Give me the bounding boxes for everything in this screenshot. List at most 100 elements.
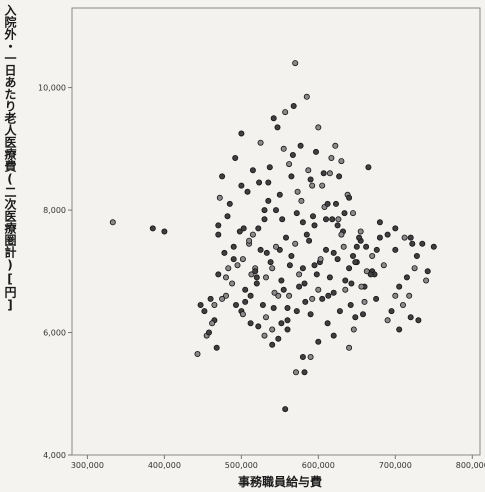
data-point: [216, 194, 223, 201]
data-point: [149, 225, 156, 232]
x-axis-title: 事務職員給与費: [237, 475, 322, 489]
data-point: [221, 249, 228, 256]
data-point: [303, 93, 310, 100]
data-point: [278, 277, 285, 284]
data-point: [256, 179, 263, 186]
data-point: [296, 271, 303, 278]
data-point: [309, 182, 316, 189]
data-point: [335, 216, 342, 223]
data-point: [317, 256, 324, 263]
data-point: [270, 304, 277, 311]
data-point: [324, 320, 331, 327]
data-point: [269, 265, 276, 272]
y-tick-label: 8,000: [43, 206, 66, 215]
data-point: [356, 234, 363, 241]
data-point: [346, 344, 353, 351]
data-point: [248, 271, 255, 278]
data-point: [396, 283, 403, 290]
data-point: [299, 353, 306, 360]
plot-area: [71, 7, 481, 456]
data-point: [272, 207, 279, 214]
data-point: [222, 274, 229, 281]
data-point: [349, 252, 356, 259]
data-point: [275, 292, 282, 299]
data-point: [413, 252, 420, 259]
data-point: [215, 271, 222, 278]
data-point: [298, 197, 305, 204]
data-point: [240, 225, 247, 232]
data-point: [261, 216, 268, 223]
data-point: [330, 332, 337, 339]
data-point: [338, 158, 345, 165]
data-point: [376, 234, 383, 241]
data-point: [230, 243, 237, 250]
y-axis-title: 入院外・一日あたり老人医療費(二次医療圏計)[円]: [3, 4, 17, 312]
data-point: [279, 216, 286, 223]
data-point: [263, 249, 270, 256]
data-point: [253, 280, 260, 287]
data-point: [234, 262, 241, 269]
data-point: [290, 103, 297, 110]
data-point: [423, 277, 430, 284]
data-point: [312, 148, 319, 155]
data-point: [330, 249, 337, 256]
data-point: [302, 298, 309, 305]
data-point: [349, 210, 356, 217]
data-point: [346, 194, 353, 201]
data-point: [301, 369, 308, 376]
data-point: [239, 311, 246, 318]
data-point: [276, 191, 283, 198]
data-point: [392, 246, 399, 253]
data-point: [239, 256, 246, 263]
data-point: [311, 222, 318, 229]
data-point: [201, 308, 208, 315]
data-point: [350, 326, 357, 333]
data-point: [262, 314, 269, 321]
data-point: [205, 329, 212, 336]
data-point: [373, 246, 380, 253]
data-point: [332, 142, 339, 149]
data-point: [358, 283, 365, 290]
data-point: [229, 280, 236, 287]
data-point: [341, 210, 348, 217]
data-point: [299, 265, 306, 272]
data-point: [336, 308, 343, 315]
data-point: [315, 286, 322, 293]
data-point: [226, 200, 233, 207]
data-point: [286, 262, 293, 269]
data-point: [330, 289, 337, 296]
data-point: [329, 216, 336, 223]
data-point: [365, 164, 372, 171]
data-point: [396, 326, 403, 333]
data-point: [399, 301, 406, 308]
data-point: [282, 234, 289, 241]
data-point: [286, 161, 293, 168]
data-point: [384, 317, 391, 324]
data-point: [222, 292, 229, 299]
data-point: [369, 252, 376, 259]
data-point: [109, 219, 116, 226]
data-point: [338, 231, 345, 238]
data-point: [282, 406, 289, 413]
data-point: [292, 60, 299, 67]
data-point: [284, 326, 291, 333]
data-point: [293, 210, 300, 217]
data-point: [282, 109, 289, 116]
data-point: [353, 243, 360, 250]
data-point: [297, 142, 304, 149]
data-point: [380, 262, 387, 269]
data-point: [215, 231, 222, 238]
data-point: [232, 301, 239, 308]
data-point: [247, 292, 254, 299]
data-point: [306, 237, 313, 244]
data-point: [292, 240, 299, 247]
data-point: [392, 292, 399, 299]
data-point: [313, 271, 320, 278]
data-point: [269, 341, 276, 348]
data-point: [388, 308, 395, 315]
data-point: [219, 295, 226, 302]
data-point: [276, 246, 283, 253]
data-point: [301, 280, 308, 287]
data-point: [319, 182, 326, 189]
